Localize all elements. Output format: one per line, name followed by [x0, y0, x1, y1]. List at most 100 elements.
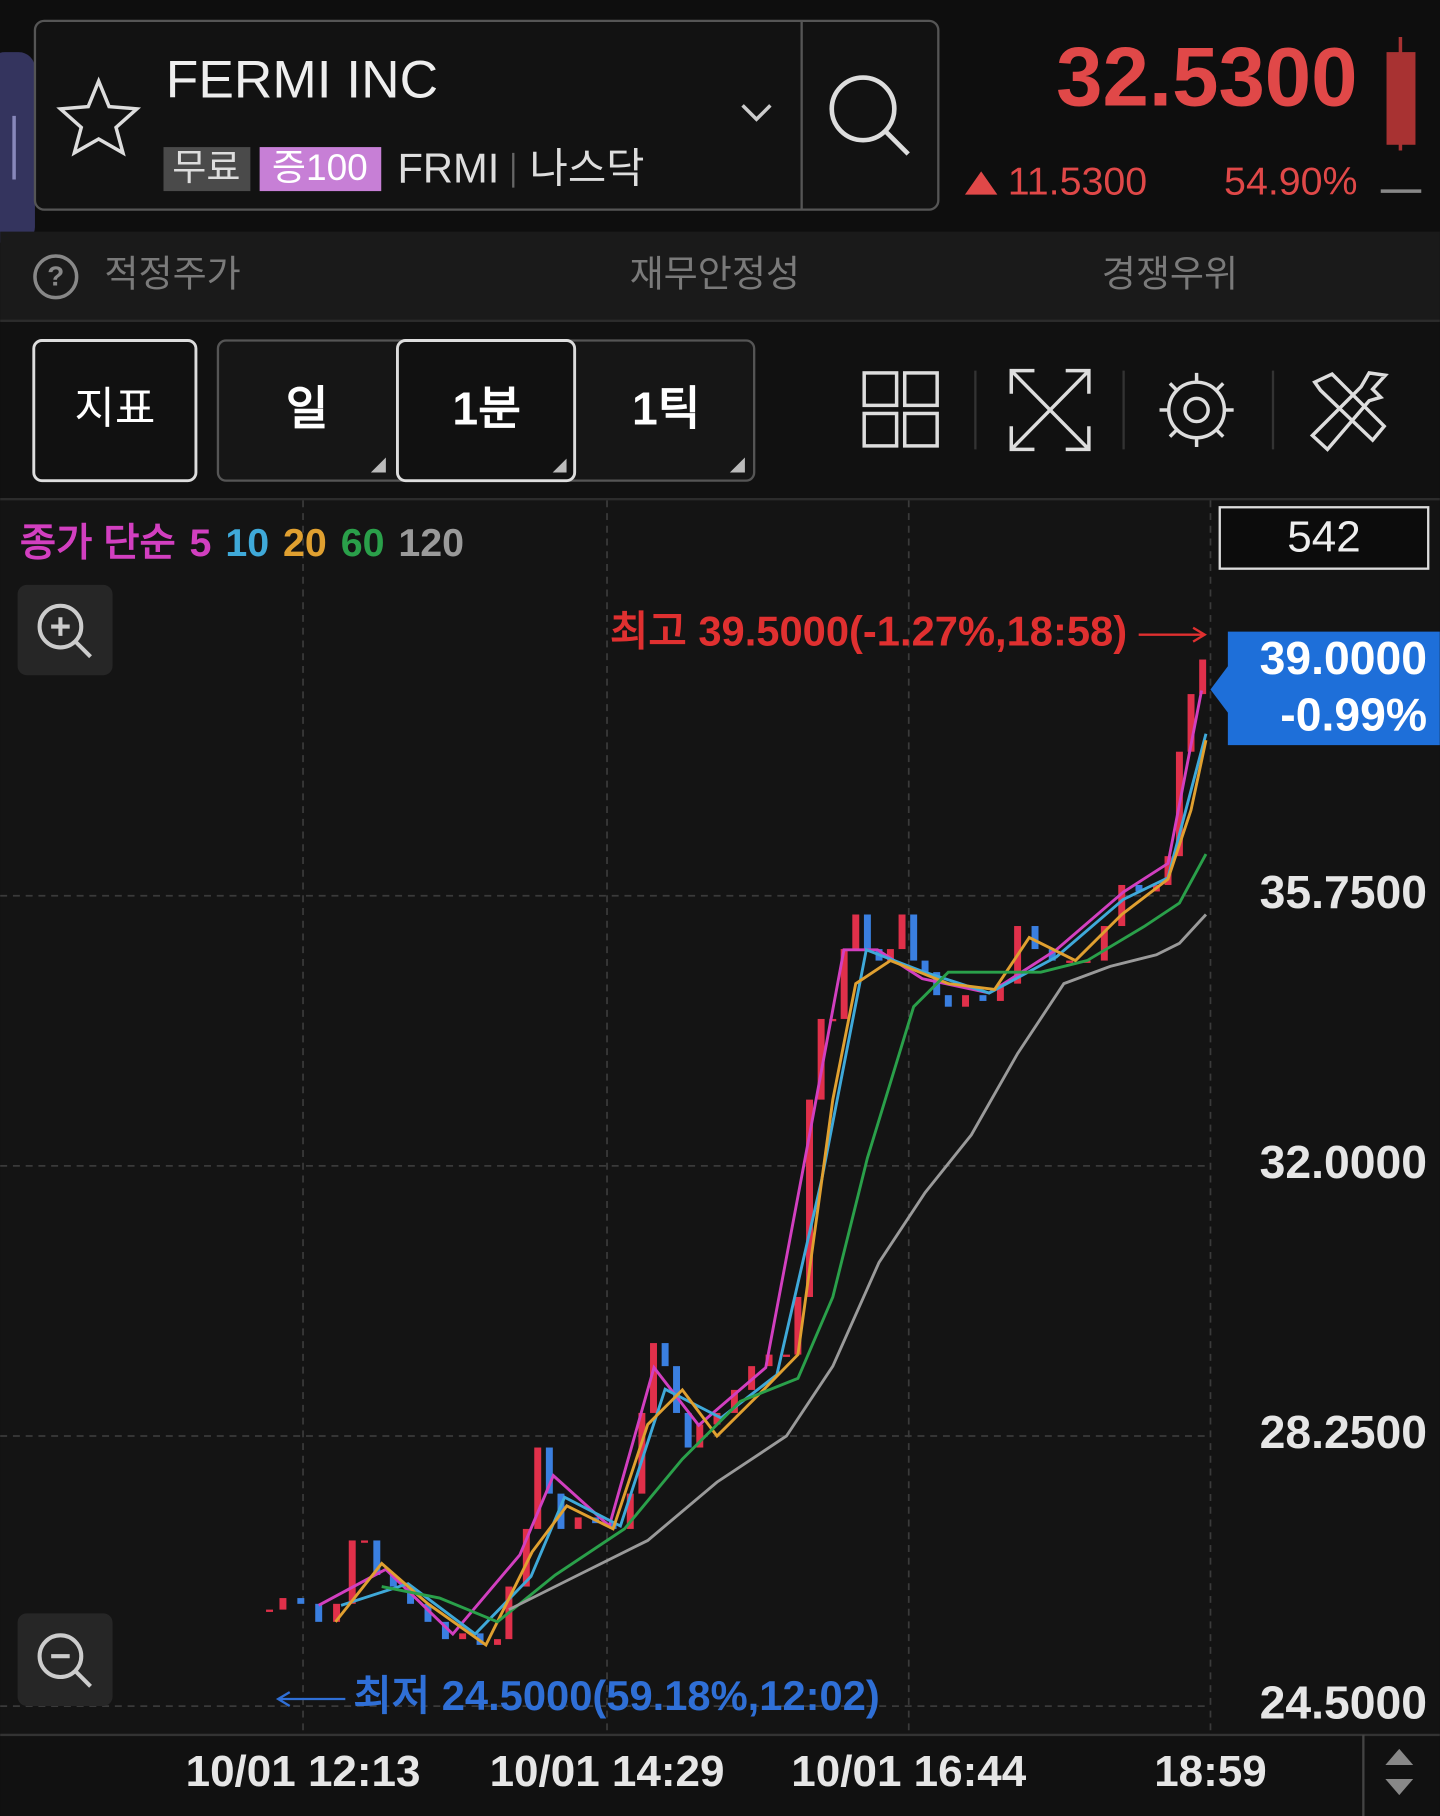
- candle: [638, 1412, 646, 1494]
- low-annotation: 최저 24.5000(59.18%,12:02): [353, 1672, 879, 1719]
- zoom-in-button[interactable]: [17, 584, 113, 676]
- period-button[interactable]: 일: [286, 383, 329, 435]
- legend-entry: 20: [283, 521, 327, 565]
- current-price: 32.5300: [1056, 30, 1357, 123]
- candle: [962, 995, 969, 1007]
- layout-icon[interactable]: [862, 371, 939, 448]
- legend-entry: 60: [341, 521, 385, 565]
- help-icon-glyph: ?: [47, 260, 64, 291]
- candle: [898, 914, 906, 950]
- candle: [459, 1633, 467, 1640]
- scroll-arrows[interactable]: [1385, 1748, 1414, 1796]
- candle: [817, 1018, 825, 1100]
- tab[interactable]: 경쟁우위: [1102, 253, 1238, 295]
- candle: [297, 1598, 305, 1604]
- legend-entry: 5: [190, 521, 212, 565]
- price-change-pct: 54.90%: [1224, 160, 1357, 204]
- dropdown-chevron[interactable]: [741, 104, 772, 122]
- corner-triangles: [370, 457, 745, 473]
- search-icon[interactable]: [829, 75, 897, 143]
- zoom-in-icon: [37, 603, 84, 650]
- zoom-out-icon: [37, 1633, 84, 1680]
- time-axis: 10/01 12:13 10/01 14:29 10/01 16:44 18:59: [186, 1747, 1267, 1796]
- candle: [650, 1343, 657, 1413]
- tabs-bg: [0, 231, 1440, 321]
- y-tick-label: 32.0000: [1260, 1136, 1427, 1188]
- candle: [863, 914, 871, 950]
- candle: [574, 1517, 582, 1529]
- candle: [806, 1099, 813, 1297]
- last-price: 39.0000: [1260, 632, 1427, 684]
- candle: [1031, 926, 1039, 950]
- grid: [0, 500, 1212, 1735]
- legend-title: 종가 단순: [20, 521, 176, 565]
- zoom-in-icon: [51, 617, 92, 659]
- candle: [373, 1540, 381, 1576]
- y-tick-label: 35.7500: [1260, 866, 1427, 918]
- period-button[interactable]: 1틱: [632, 383, 700, 435]
- candle: [1048, 949, 1056, 961]
- candle: [389, 1575, 397, 1587]
- badge: 증100: [272, 146, 368, 188]
- candle: [333, 1603, 341, 1622]
- badge-bg: [259, 147, 382, 192]
- candle: [1100, 926, 1108, 961]
- plot: [266, 659, 1208, 1648]
- exchange: 나스닥: [529, 144, 644, 191]
- zoom-out-button[interactable]: [17, 1613, 113, 1706]
- candle: [279, 1598, 287, 1610]
- candle: [1066, 960, 1074, 963]
- help-icon[interactable]: [33, 254, 79, 300]
- period-selected[interactable]: [396, 339, 577, 483]
- candle: [783, 1354, 790, 1357]
- candle: [522, 1528, 530, 1587]
- x-tick-label: 10/01 16:44: [791, 1747, 1026, 1796]
- candle: [348, 1540, 356, 1604]
- favorite-star[interactable]: [56, 76, 142, 157]
- moving-average-line: [334, 739, 1208, 1648]
- candle: [1135, 884, 1143, 892]
- last-change: -0.99%: [1280, 689, 1427, 741]
- legend-entry: 120: [398, 521, 464, 565]
- candle: [696, 1424, 704, 1448]
- legend: 종가 단순 5 10 20 60 120: [20, 521, 464, 565]
- x-tick-label: 18:59: [1154, 1747, 1267, 1796]
- high-annotation: 최고 39.5000(-1.27%,18:58): [610, 608, 1127, 655]
- fullscreen-icon[interactable]: [1009, 368, 1091, 452]
- candle: [1187, 694, 1195, 752]
- candle: [921, 960, 929, 973]
- candle: [424, 1603, 432, 1622]
- tab[interactable]: 적정주가: [104, 253, 240, 295]
- search-icon-handle: [884, 130, 910, 156]
- zoom-out-icon: [51, 1654, 92, 1688]
- candle: [661, 1343, 669, 1367]
- candle: [266, 1609, 273, 1612]
- side-tab[interactable]: [0, 52, 35, 244]
- period-button[interactable]: 1분: [452, 383, 520, 435]
- candle: [673, 1366, 681, 1413]
- candle: [441, 1621, 449, 1640]
- candle: [840, 949, 848, 1019]
- x-tick-label: 10/01 12:13: [186, 1747, 421, 1796]
- last-price-tag: 39.0000-0.99%: [1210, 631, 1440, 746]
- candle: [765, 1354, 773, 1367]
- tools-icon[interactable]: [1309, 371, 1389, 452]
- candle: [534, 1447, 542, 1529]
- plot-bg: [0, 500, 1211, 1735]
- candle: [494, 1639, 501, 1645]
- button-label: 지표: [74, 384, 155, 433]
- legend-entry: 10: [225, 521, 269, 565]
- up-arrow: [964, 171, 998, 195]
- candle: [1118, 884, 1126, 927]
- candle: [979, 995, 987, 1001]
- settings-icon[interactable]: [1159, 372, 1234, 448]
- candle: [829, 1018, 837, 1022]
- moving-average-line: [318, 690, 1203, 1637]
- ticker: FRMI: [397, 144, 499, 191]
- candle: [361, 1540, 368, 1543]
- candle: [886, 949, 894, 961]
- moving-average-line: [381, 853, 1208, 1624]
- tab[interactable]: 재무안정성: [630, 253, 800, 295]
- x-tick-label: 10/01 14:29: [490, 1747, 725, 1796]
- indicator-button[interactable]: [32, 339, 198, 483]
